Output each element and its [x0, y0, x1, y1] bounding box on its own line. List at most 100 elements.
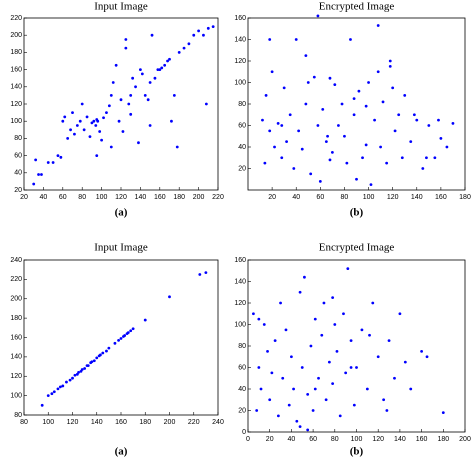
- point: [300, 147, 304, 151]
- x-tick-label: 160: [416, 436, 428, 443]
- point: [306, 81, 310, 84]
- point: [385, 409, 389, 412]
- chart-title: Encrypted Image: [319, 1, 395, 13]
- point: [345, 161, 349, 165]
- x-tick-label: 180: [139, 419, 151, 426]
- point: [369, 183, 373, 187]
- point: [364, 104, 368, 108]
- point: [421, 167, 425, 170]
- x-tick-label: 200: [193, 194, 205, 201]
- y-tick-label: 120: [234, 300, 246, 307]
- point: [127, 102, 131, 106]
- y-tick-label: 120: [10, 101, 22, 108]
- point: [276, 414, 280, 418]
- point: [261, 118, 264, 122]
- point: [281, 376, 285, 380]
- y-tick-label: 40: [238, 386, 246, 393]
- point: [37, 173, 40, 176]
- point: [206, 26, 210, 30]
- x-tick-label: 240: [212, 419, 224, 426]
- point: [263, 161, 267, 165]
- point: [382, 398, 386, 402]
- point: [309, 172, 313, 176]
- point: [90, 360, 94, 364]
- point: [264, 94, 268, 97]
- caption: (b): [350, 207, 364, 219]
- x-tick-label: 20: [20, 194, 28, 201]
- point: [86, 364, 90, 367]
- x-tick-label: 220: [188, 419, 200, 426]
- point: [321, 107, 325, 111]
- point: [285, 140, 288, 144]
- point: [123, 334, 127, 337]
- point: [92, 119, 96, 123]
- point: [306, 392, 310, 396]
- point: [306, 428, 310, 432]
- point: [150, 33, 154, 37]
- point: [270, 70, 274, 74]
- point: [273, 145, 276, 149]
- point: [317, 376, 320, 380]
- point: [326, 134, 329, 138]
- point: [400, 156, 404, 160]
- point: [129, 94, 133, 97]
- y-tick-label: 100: [10, 118, 22, 125]
- point: [303, 275, 306, 279]
- point: [313, 387, 317, 391]
- point: [83, 367, 87, 370]
- point: [107, 346, 111, 350]
- point: [160, 66, 164, 70]
- y-tick-label: 40: [238, 144, 246, 151]
- point: [388, 59, 392, 63]
- x-tick-label: 80: [20, 419, 28, 426]
- point: [276, 121, 280, 125]
- point: [393, 376, 396, 380]
- x-tick-label: 160: [154, 194, 166, 201]
- x-tick-label: 120: [372, 436, 384, 443]
- y-tick-label: 180: [10, 49, 22, 56]
- x-tick-label: 100: [42, 419, 54, 426]
- caption: (a): [115, 446, 128, 458]
- point: [56, 387, 60, 391]
- point: [349, 366, 353, 369]
- point: [288, 113, 292, 117]
- point: [279, 301, 282, 305]
- point: [324, 398, 328, 402]
- point: [131, 327, 135, 331]
- point: [166, 59, 169, 63]
- point: [98, 130, 102, 133]
- point: [40, 403, 44, 407]
- point: [68, 378, 72, 382]
- y-tick-label: 140: [10, 354, 22, 361]
- point: [425, 355, 429, 359]
- x-tick-label: 100: [96, 194, 108, 201]
- point: [85, 115, 89, 119]
- x-tick-label: 180: [173, 194, 185, 201]
- point: [318, 180, 322, 183]
- x-tick-label: 200: [164, 419, 176, 426]
- point: [333, 83, 337, 87]
- y-tick-label: 220: [10, 15, 22, 22]
- point: [409, 140, 413, 144]
- point: [304, 54, 308, 58]
- point: [80, 102, 84, 106]
- point: [163, 63, 167, 67]
- point: [32, 182, 36, 186]
- point: [52, 390, 56, 394]
- point: [100, 138, 103, 142]
- y-tick-label: 60: [238, 122, 246, 129]
- chart-title: Input Image: [94, 1, 148, 13]
- point: [177, 51, 181, 54]
- point: [294, 38, 298, 41]
- x-tick-label: 140: [91, 419, 103, 426]
- point: [119, 337, 123, 340]
- y-tick-label: 80: [14, 412, 22, 419]
- x-tick-label: 120: [387, 194, 399, 201]
- x-tick-label: 80: [331, 436, 339, 443]
- point: [280, 156, 284, 160]
- point: [403, 94, 407, 97]
- point: [346, 267, 350, 270]
- point: [352, 113, 356, 117]
- x-tick-label: 40: [288, 436, 296, 443]
